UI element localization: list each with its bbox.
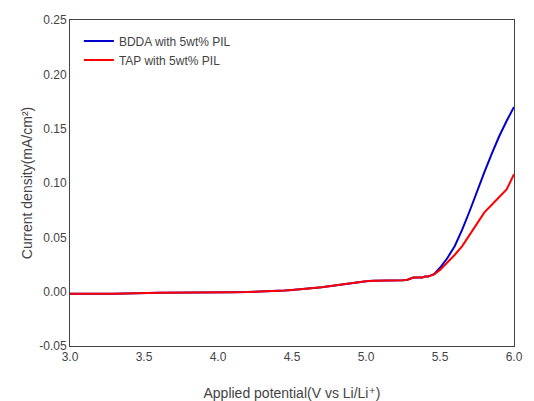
svg-text:3.0: 3.0 xyxy=(62,350,79,364)
svg-text:0.20: 0.20 xyxy=(43,68,67,82)
svg-text:4.5: 4.5 xyxy=(284,350,301,364)
svg-text:-0.05: -0.05 xyxy=(39,339,67,353)
svg-text:6.0: 6.0 xyxy=(506,350,523,364)
svg-text:5.0: 5.0 xyxy=(358,350,375,364)
svg-text:0.10: 0.10 xyxy=(43,176,67,190)
svg-text:0.05: 0.05 xyxy=(43,231,67,245)
svg-text:0.15: 0.15 xyxy=(43,122,67,136)
svg-text:Current density(mA/cm²): Current density(mA/cm²) xyxy=(19,107,35,259)
svg-text:0.00: 0.00 xyxy=(43,285,67,299)
svg-text:4.0: 4.0 xyxy=(210,350,227,364)
svg-text:Applied potential(V vs Li/Li⁺): Applied potential(V vs Li/Li⁺) xyxy=(203,385,380,401)
svg-text:3.5: 3.5 xyxy=(136,350,153,364)
svg-text:BDDA with 5wt% PIL: BDDA with 5wt% PIL xyxy=(119,35,231,49)
svg-text:TAP with 5wt% PIL: TAP with 5wt% PIL xyxy=(119,54,220,68)
svg-text:0.25: 0.25 xyxy=(43,13,67,27)
svg-text:5.5: 5.5 xyxy=(432,350,449,364)
